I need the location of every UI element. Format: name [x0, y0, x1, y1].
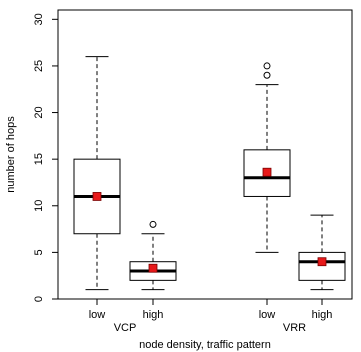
outlier-point — [149, 220, 157, 228]
y-tick-label: 15 — [33, 153, 45, 165]
outlier-point — [263, 71, 271, 79]
x-tick-label: low — [89, 309, 106, 321]
group-label: VCP — [114, 322, 137, 334]
mean-marker — [262, 167, 272, 177]
outlier-point — [263, 62, 271, 70]
y-tick-label: 25 — [33, 60, 45, 72]
y-axis-label: number of hops — [5, 116, 17, 193]
x-tick-label: high — [143, 309, 164, 321]
group-label: VRR — [283, 322, 306, 334]
y-tick-label: 0 — [33, 296, 45, 302]
x-tick-label: low — [259, 309, 276, 321]
y-tick-label: 30 — [33, 13, 45, 25]
y-tick-label: 10 — [33, 200, 45, 212]
mean-marker — [148, 263, 158, 273]
x-tick-label: high — [312, 309, 333, 321]
plot-frame — [57, 9, 353, 300]
box-iqr — [298, 251, 346, 281]
mean-marker — [92, 192, 102, 201]
plot-area: 0 5 10 15 20 25 30 low high low high VCP VRR — [33, 9, 353, 334]
mean-marker — [317, 257, 327, 267]
x-axis-label: node density, traffic pattern — [139, 339, 271, 351]
y-tick-label: 5 — [33, 249, 45, 255]
y-tick-label: 20 — [33, 106, 45, 118]
